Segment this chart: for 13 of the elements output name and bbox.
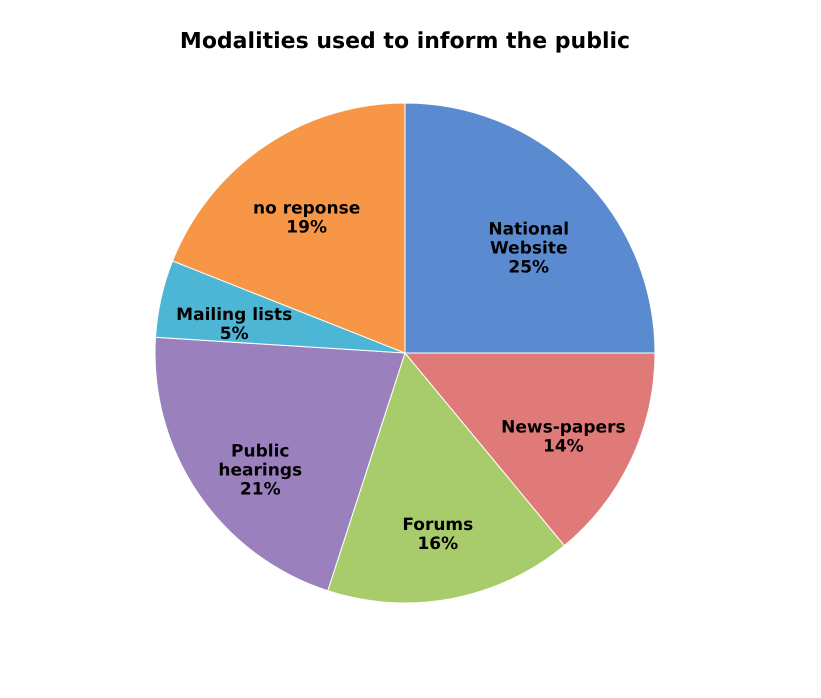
slice-label: Public hearings [218,441,302,480]
data-label: 5% [220,324,249,344]
data-label: 19% [286,217,327,238]
slice-label: no reponse [253,198,360,218]
slice-label: Forums [402,514,474,535]
data-label: 14% [542,436,584,457]
slice-label: Mailing lists [176,304,292,325]
slice-label: News-papers [501,418,626,438]
data-label: 25% [508,257,550,278]
chart-title: Modalities used to inform the public [180,29,630,54]
data-label: 21% [240,479,281,500]
data-label: 16% [417,534,458,554]
slice-label: National Website [488,219,570,258]
